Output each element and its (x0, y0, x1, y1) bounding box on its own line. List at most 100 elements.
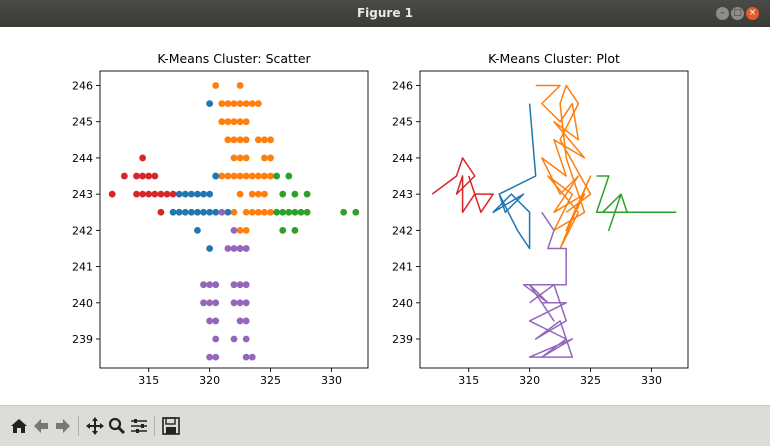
scatter-point (151, 172, 159, 180)
scatter-point (157, 208, 165, 216)
scatter-point (242, 136, 250, 144)
scatter-point (236, 190, 244, 198)
configure-button[interactable] (128, 414, 150, 438)
scatter-point (248, 208, 256, 216)
close-button[interactable]: × (746, 7, 759, 20)
save-icon (162, 417, 180, 435)
window-title: Figure 1 (356, 6, 414, 20)
save-button[interactable] (160, 414, 182, 438)
scatter-point (267, 208, 274, 216)
x-tick-label: 315 (138, 374, 159, 387)
navigation-toolbar (0, 405, 770, 446)
home-icon (11, 419, 27, 433)
axes-frame (419, 70, 689, 369)
scatter-point (206, 100, 214, 107)
scatter-point (200, 208, 207, 216)
y-tick-label: 240 (72, 297, 93, 310)
scatter-point (212, 353, 220, 361)
scatter-point (139, 190, 147, 198)
scatter-point (218, 208, 226, 216)
back-button[interactable] (30, 414, 52, 438)
pan-button[interactable] (84, 414, 106, 438)
scatter-point (224, 100, 232, 107)
scatter-point (261, 190, 268, 198)
scatter-point (206, 353, 214, 361)
scatter-point (236, 226, 244, 234)
scatter-point (151, 190, 159, 198)
scatter-point (224, 136, 232, 144)
scatter-point (352, 208, 360, 216)
maximize-button[interactable]: □ (731, 7, 744, 20)
y-tick-label: 239 (392, 333, 413, 346)
scatter-point (230, 226, 238, 234)
scatter-point (242, 335, 250, 343)
scatter-point (206, 190, 214, 198)
scatter-point (194, 208, 201, 216)
scatter-point (212, 335, 220, 343)
scatter-point (261, 136, 268, 144)
scatter-point (169, 208, 177, 216)
scatter-point (194, 226, 201, 234)
scatter-point (218, 118, 226, 126)
scatter-point (261, 208, 268, 216)
scatter-point (340, 208, 348, 216)
y-tick-label: 240 (392, 297, 413, 310)
chart-title: K-Means Cluster: Plot (488, 51, 620, 66)
scatter-point (145, 190, 153, 198)
scatter-point (230, 172, 238, 180)
scatter-point (230, 245, 238, 252)
scatter-point (291, 208, 299, 216)
scatter-point (297, 208, 305, 216)
scatter-point (279, 226, 287, 234)
x-tick-label: 325 (580, 374, 601, 387)
scatter-point (230, 154, 238, 162)
y-tick-label: 245 (392, 116, 413, 129)
scatter-point (145, 172, 153, 180)
scatter-point (236, 172, 244, 180)
configure-icon (131, 419, 147, 433)
back-icon (34, 419, 48, 433)
scatter-point (242, 317, 250, 325)
y-tick-label: 244 (72, 152, 93, 165)
series-line (535, 84, 592, 250)
scatter-point (236, 299, 244, 307)
scatter-point (206, 317, 214, 325)
series-line (492, 103, 537, 250)
scatter-point (224, 172, 232, 180)
toolbar-separator (154, 416, 155, 436)
scatter-point (181, 208, 189, 216)
scatter-point (254, 208, 262, 216)
scatter-point (181, 190, 189, 198)
scatter-point (261, 154, 268, 162)
scatter-point (279, 190, 287, 198)
scatter-point (200, 190, 207, 198)
x-tick-label: 330 (321, 374, 342, 387)
pan-icon (86, 417, 104, 435)
scatter-point (230, 136, 238, 144)
scatter-point (291, 226, 299, 234)
minimize-button[interactable]: – (716, 7, 729, 20)
y-tick-label: 246 (392, 79, 413, 92)
forward-button[interactable] (52, 414, 74, 438)
scatter-point (212, 299, 220, 307)
forward-icon (56, 419, 70, 433)
window-titlebar: Figure 1 – □ × (0, 0, 770, 27)
scatter-point (187, 190, 195, 198)
chart-title: K-Means Cluster: Scatter (157, 51, 311, 66)
scatter-point (175, 208, 183, 216)
scatter-point (133, 190, 140, 198)
scatter-point (236, 118, 244, 126)
scatter-point (285, 172, 293, 180)
scatter-point (273, 208, 281, 216)
home-button[interactable] (8, 414, 30, 438)
scatter-point (206, 299, 214, 307)
scatter-point (169, 190, 177, 198)
scatter-point (212, 82, 220, 89)
scatter-point (254, 100, 262, 107)
scatter-point (261, 172, 268, 180)
scatter-point (200, 281, 207, 289)
scatter-point (218, 172, 226, 180)
y-tick-label: 242 (72, 224, 93, 237)
zoom-button[interactable] (106, 414, 128, 438)
scatter-point (242, 118, 250, 126)
